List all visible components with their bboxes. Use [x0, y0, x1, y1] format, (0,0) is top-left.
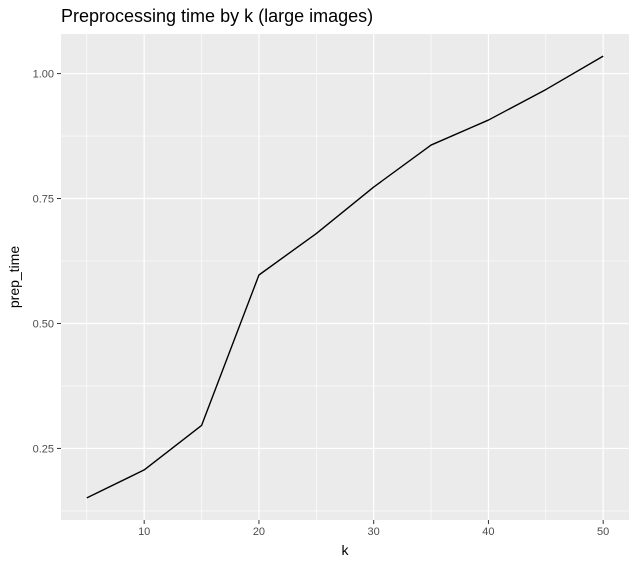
x-tick-label: 40 [482, 526, 494, 538]
major-gridlines [61, 34, 629, 520]
x-tick-label: 10 [138, 526, 150, 538]
x-axis-title: k [342, 542, 350, 558]
chart-title: Preprocessing time by k (large images) [61, 6, 373, 26]
series-line [86, 55, 604, 499]
x-tick-label: 30 [368, 526, 380, 538]
y-axis-ticks: 0.25 0.50 0.75 1.00 [33, 69, 61, 455]
x-tick-label: 50 [597, 526, 609, 538]
x-tick-label: 20 [253, 526, 265, 538]
minor-gridlines [61, 34, 629, 520]
y-tick-label: 0.25 [33, 443, 54, 455]
x-axis-ticks: 10 20 30 40 50 [138, 520, 609, 538]
plot-panel [61, 34, 629, 520]
y-tick-label: 0.50 [33, 318, 54, 330]
y-axis-title: prep_time [6, 246, 22, 308]
y-tick-label: 0.75 [33, 194, 54, 206]
series-group [86, 55, 604, 499]
y-tick-label: 1.00 [33, 69, 54, 81]
